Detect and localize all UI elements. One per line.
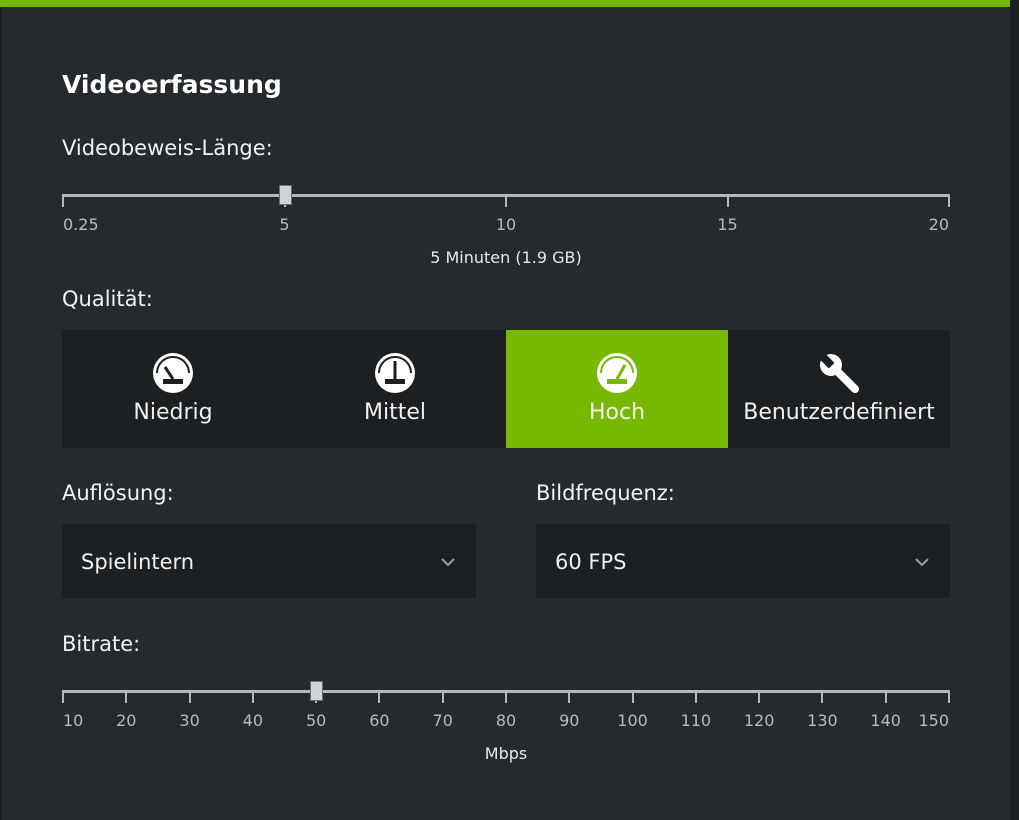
quality-option-label: Niedrig [133,400,213,425]
slider-tick [631,690,634,703]
slider-tick [378,690,381,703]
resolution-label: Auflösung: [62,481,174,505]
slider-tick [948,690,950,703]
slider-tick [758,690,761,703]
slider-tick [505,690,507,703]
slider-tick [125,690,128,703]
slider-tick [948,194,950,207]
slider-tick [441,690,444,703]
quality-option-niedrig[interactable]: Niedrig [62,330,284,448]
slider-tick-label: 70 [432,711,453,730]
slider-tick-label: 130 [807,711,838,730]
quality-selector: Niedrig Mittel Hoch Benutzerdefiniert [62,330,950,448]
framerate-dropdown[interactable]: 60 FPS [536,524,950,598]
slider-tick [188,690,191,703]
quality-label: Qualität: [62,287,153,311]
slider-tick [726,194,729,207]
framerate-value: 60 FPS [555,550,627,574]
slider-tick [694,690,697,703]
slider-tick [821,690,824,703]
chevron-down-icon [915,558,929,567]
replay-length-caption: 5 Minuten (1.9 GB) [430,248,582,267]
window-left-edge [0,0,2,820]
slider-tick-label: 10 [495,215,517,234]
gauge-low-icon [153,353,193,393]
resolution-dropdown[interactable]: Spielintern [62,524,476,598]
replay-length-slider[interactable]: 0.25 5 10 15 20 [62,185,950,254]
bitrate-caption: Mbps [484,744,528,763]
slider-thumb[interactable] [278,185,292,205]
replay-length-label: Videobeweis-Länge: [62,136,273,160]
framerate-label: Bildfrequenz: [536,481,675,505]
slider-tick [62,690,64,703]
slider-tick-label: 30 [179,711,200,730]
slider-tick [568,690,571,703]
slider-tick-label: 50 [305,711,327,730]
quality-option-benutzerdefiniert[interactable]: Benutzerdefiniert [728,330,950,448]
slider-tick-label: 140 [870,711,901,730]
gauge-high-icon [597,353,637,393]
bitrate-label: Bitrate: [62,632,141,656]
slider-tick-label: 0.25 [63,215,99,234]
quality-option-label: Mittel [364,400,426,425]
quality-option-hoch[interactable]: Hoch [506,330,728,448]
slider-tick-label: 20 [116,711,137,730]
quality-option-mittel[interactable]: Mittel [284,330,506,448]
chevron-down-icon [441,558,455,567]
wrench-icon [818,352,859,393]
gauge-medium-icon [375,353,415,393]
slider-tick-label: 5 [279,215,290,234]
slider-tick-label: 60 [369,711,390,730]
section-title: Videoerfassung [62,70,282,99]
quality-option-label: Benutzerdefiniert [743,400,935,425]
slider-tick [505,194,507,207]
slider-tick-label: 120 [743,711,775,730]
accent-top-bar [0,0,1010,7]
slider-tick-label: 20 [928,215,949,234]
slider-tick-label: 100 [617,711,648,730]
window-right-edge [1010,0,1019,820]
slider-tick-label: 150 [918,711,949,730]
slider-tick-label: 110 [680,711,712,730]
slider-tick-label: 10 [63,711,84,730]
quality-option-label: Hoch [588,400,646,425]
slider-tick [62,194,64,207]
resolution-value: Spielintern [81,550,195,574]
slider-tick-label: 90 [559,711,580,730]
bitrate-slider[interactable]: 10 20 30 40 50 60 70 80 90 100 110 120 130 140 150 [62,681,950,750]
slider-tick-label: 80 [495,711,517,730]
slider-thumb[interactable] [310,681,324,701]
slider-tick-label: 15 [717,215,738,234]
slider-tick-label: 40 [242,711,264,730]
slider-tick [884,690,887,703]
slider-tick [251,690,254,703]
